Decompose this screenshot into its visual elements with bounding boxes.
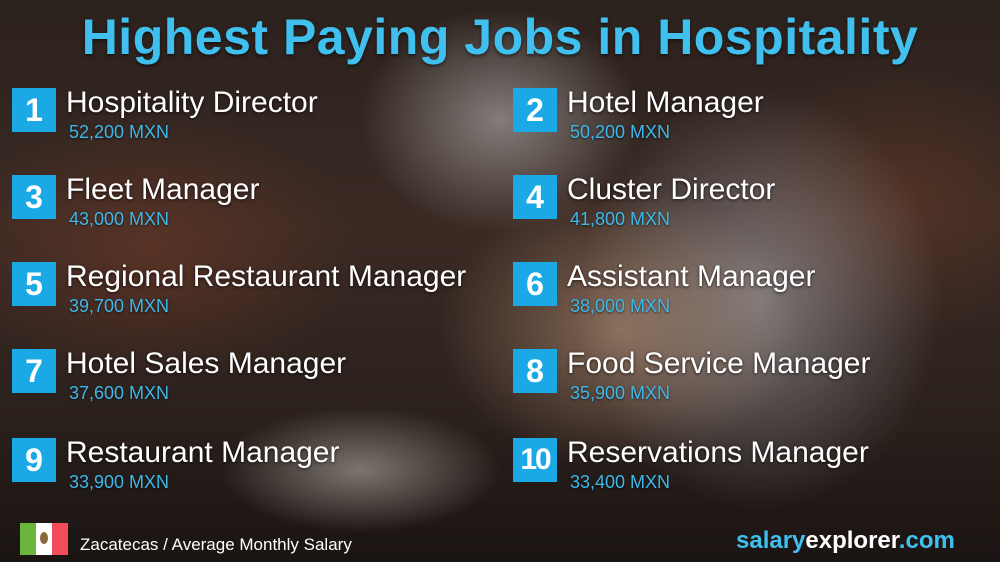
- rank-badge: 9: [12, 438, 56, 482]
- job-title: Fleet Manager: [66, 173, 260, 206]
- page-title: Highest Paying Jobs in Hospitality: [81, 9, 919, 65]
- job-title: Assistant Manager: [567, 260, 816, 293]
- job-item: 4 Cluster Director 41,800 MXN: [513, 173, 1000, 245]
- salaryexplorer-logo[interactable]: salaryexplorer.com: [736, 527, 955, 555]
- logo-part: salary: [736, 527, 806, 554]
- logo-part: .com: [898, 527, 955, 554]
- job-salary: 41,800 MXN: [570, 209, 671, 229]
- job-salary: 33,900 MXN: [69, 472, 170, 492]
- job-salary: 37,600 MXN: [69, 383, 170, 403]
- footer-caption: Zacatecas / Average Monthly Salary: [80, 535, 352, 554]
- logo-part: explorer: [805, 527, 899, 554]
- job-salary: 38,000 MXN: [570, 296, 671, 316]
- job-salary: 43,000 MXN: [69, 209, 170, 229]
- job-salary: 39,700 MXN: [69, 296, 170, 316]
- job-item: 10 Reservations Manager 33,400 MXN: [513, 436, 1000, 508]
- job-title: Cluster Director: [567, 173, 776, 206]
- job-title: Hotel Manager: [567, 86, 764, 119]
- job-title: Regional Restaurant Manager: [66, 260, 467, 293]
- job-item: 7 Hotel Sales Manager 37,600 MXN: [12, 347, 502, 419]
- rank-badge: 4: [513, 175, 557, 219]
- rank-badge: 10: [513, 438, 557, 482]
- rank-badge: 6: [513, 262, 557, 306]
- rank-badge: 1: [12, 88, 56, 132]
- job-item: 2 Hotel Manager 50,200 MXN: [513, 86, 1000, 158]
- job-salary: 33,400 MXN: [570, 472, 671, 492]
- job-item: 9 Restaurant Manager 33,900 MXN: [12, 436, 502, 508]
- rank-badge: 3: [12, 175, 56, 219]
- rank-badge: 5: [12, 262, 56, 306]
- job-title: Reservations Manager: [567, 436, 869, 469]
- job-item: 6 Assistant Manager 38,000 MXN: [513, 260, 1000, 332]
- job-title: Food Service Manager: [567, 347, 871, 380]
- rank-badge: 8: [513, 349, 557, 393]
- job-item: 1 Hospitality Director 52,200 MXN: [12, 86, 502, 158]
- job-salary: 35,900 MXN: [570, 383, 671, 403]
- job-item: 8 Food Service Manager 35,900 MXN: [513, 347, 1000, 419]
- job-salary: 50,200 MXN: [570, 122, 671, 142]
- job-title: Hotel Sales Manager: [66, 347, 347, 380]
- mexico-flag-icon: [20, 523, 68, 555]
- job-item: 5 Regional Restaurant Manager 39,700 MXN: [12, 260, 502, 332]
- job-title: Hospitality Director: [66, 86, 318, 119]
- job-title: Restaurant Manager: [66, 436, 340, 469]
- rank-badge: 2: [513, 88, 557, 132]
- rank-badge: 7: [12, 349, 56, 393]
- job-salary: 52,200 MXN: [69, 122, 170, 142]
- job-item: 3 Fleet Manager 43,000 MXN: [12, 173, 502, 245]
